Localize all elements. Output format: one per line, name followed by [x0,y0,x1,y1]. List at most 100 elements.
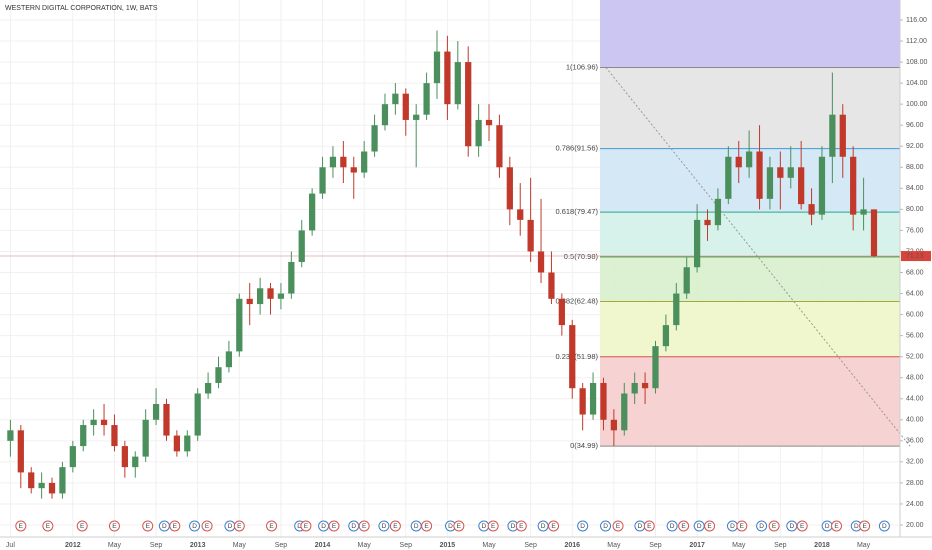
x-tick-label: May [358,542,372,549]
event-marker [378,520,390,532]
event-marker [878,520,890,532]
x-tick-label: 2017 [689,542,705,549]
candle-body [756,151,763,199]
last-price-tag [901,251,931,262]
event-label: E [457,523,462,530]
event-label: E [519,523,524,530]
x-tick-label: Sep [150,542,163,549]
event-marker [169,520,181,532]
candle-body [48,482,56,494]
event-marker [421,520,433,532]
event-label: D [789,523,794,530]
event-marker [487,520,499,532]
candle-body [465,62,472,147]
y-tick-label: 28.00 [906,480,924,487]
fib-level-label: 1(106.96) [566,63,599,72]
event-label: E [424,523,429,530]
event-label: D [670,523,675,530]
event-label: E [800,523,805,530]
candle-body [485,119,493,126]
fib-level-label: 0.382(62.48) [555,297,598,306]
candle-body [381,104,389,126]
event-label: E [205,523,210,530]
x-tick-label: 2016 [564,542,580,549]
candle-body [277,293,285,299]
candle-body [548,272,555,299]
event-label: D [351,523,356,530]
x-tick-label: Sep [649,542,662,549]
event-label: D [414,523,419,530]
event-label: E [707,523,712,530]
candle-body [746,151,753,168]
event-marker [768,520,780,532]
candle-body [704,219,711,226]
candle-body [818,156,826,215]
event-label: E [46,523,51,530]
event-label: D [511,523,516,530]
event-marker [736,520,748,532]
candle-body [683,267,690,294]
y-tick-label: 116.00 [906,17,927,24]
y-tick-label: 80.00 [906,206,924,213]
event-marker [678,520,690,532]
y-tick-label: 68.00 [906,269,924,276]
event-label: D [162,523,167,530]
event-label: D [297,523,302,530]
event-label: D [541,523,546,530]
event-marker [453,520,465,532]
candle-body [693,219,701,268]
y-tick-label: 24.00 [906,501,924,508]
fib-level-label: 0.236(51.98) [555,352,598,361]
event-label: E [237,523,242,530]
candle-body [589,382,597,415]
event-label: E [862,523,867,530]
candle-body [163,404,170,436]
event-label: D [603,523,608,530]
y-tick-label: 36.00 [906,438,924,445]
event-label: D [759,523,764,530]
chart-title: WESTERN DIGITAL CORPORATION, 1W, BATS [5,5,158,12]
event-label: D [825,523,830,530]
fib-trend-line [605,67,911,447]
candle-body [309,193,316,231]
y-tick-label: 44.00 [906,396,924,403]
fib-band [600,0,900,68]
candle-body [38,482,45,489]
y-tick-label: 84.00 [906,185,924,192]
event-label: E [393,523,398,530]
candle-body [475,119,482,147]
y-tick-label: 64.00 [906,290,924,297]
fib-level-label: 0.618(79.47) [555,207,598,216]
x-tick-label: May [732,542,746,549]
candle-body [194,393,201,436]
candle-body [69,446,76,468]
candle-body [725,156,732,199]
event-label: E [112,523,117,530]
candle-body [152,404,160,420]
event-marker [42,520,54,532]
candle-body [558,298,565,326]
candle-body [423,83,430,115]
candle-body [142,419,149,457]
event-label: E [616,523,621,530]
event-label: D [382,523,387,530]
x-tick-label: May [607,542,621,549]
event-label: E [304,523,309,530]
candle-body [340,156,347,168]
y-tick-label: 112.00 [906,38,927,45]
event-label: D [580,523,585,530]
event-label: D [882,523,887,530]
event-marker [704,520,716,532]
event-label: E [647,523,652,530]
fib-band [600,256,900,302]
candle-body [517,209,524,220]
y-tick-label: 76.00 [906,227,924,234]
candle-body [288,261,295,294]
y-tick-label: 32.00 [906,459,924,466]
fib-level-label: 0.786(91.56) [555,144,598,153]
x-tick-label: Sep [400,542,413,549]
x-tick-label: 2014 [315,542,331,549]
event-label: D [638,523,643,530]
event-marker [266,520,278,532]
